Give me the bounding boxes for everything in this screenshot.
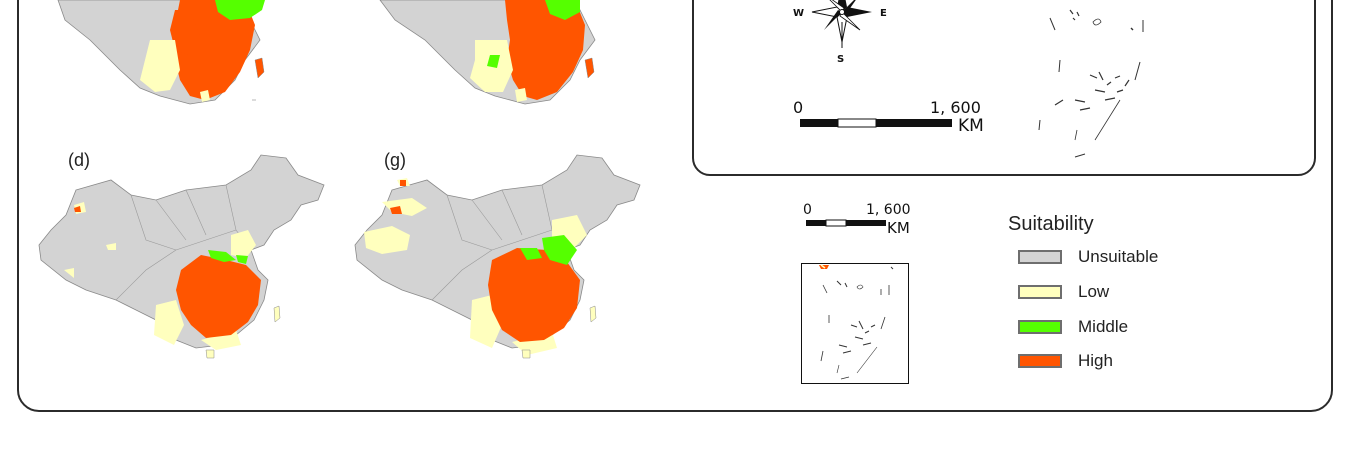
panel-label-d: (d)	[68, 150, 90, 170]
map-top-left	[57, 0, 265, 105]
legend-title: Suitability	[1008, 213, 1094, 235]
scale-bottom-end: 1, 600	[866, 202, 911, 218]
legend-swatch-high	[1018, 354, 1062, 368]
legend-label-unsuitable: Unsuitable	[1078, 247, 1159, 266]
south-china-sea-inset-bottom	[819, 264, 894, 380]
scale-bottom-start: 0	[803, 202, 812, 218]
legend-label-low: Low	[1078, 282, 1110, 301]
legend-swatch-unsuitable	[1018, 250, 1062, 264]
compass-south: S	[837, 54, 844, 65]
scale-top-start: 0	[793, 98, 804, 117]
scale-bottom-unit: KM	[887, 219, 910, 237]
south-china-sea-inset-top	[1038, 9, 1144, 158]
legend-label-middle: Middle	[1078, 317, 1129, 336]
legend-item-high: High	[1018, 351, 1113, 371]
legend-label-high: High	[1078, 351, 1113, 370]
legend-swatch-low	[1018, 285, 1062, 299]
south-china-sea-inset-box	[801, 263, 909, 384]
scale-top-end: 1, 600	[930, 98, 981, 117]
scale-bar-bottom	[806, 219, 886, 227]
compass-panel-frame	[692, 0, 1316, 176]
panel-label-g: (g)	[384, 150, 406, 170]
legend-swatch-middle	[1018, 320, 1062, 334]
compass-east: E	[880, 8, 887, 19]
map-top-middle	[379, 0, 596, 105]
compass-rose-icon: W E S	[793, 0, 887, 65]
legend-item-low: Low	[1018, 282, 1109, 302]
legend-item-middle: Middle	[1018, 317, 1128, 337]
scale-top-unit: KM	[958, 116, 984, 136]
compass-west: W	[793, 8, 804, 19]
legend-item-unsuitable: Unsuitable	[1018, 247, 1158, 267]
scale-bar-top	[800, 118, 952, 128]
map-g	[354, 154, 641, 359]
map-d	[38, 154, 325, 359]
